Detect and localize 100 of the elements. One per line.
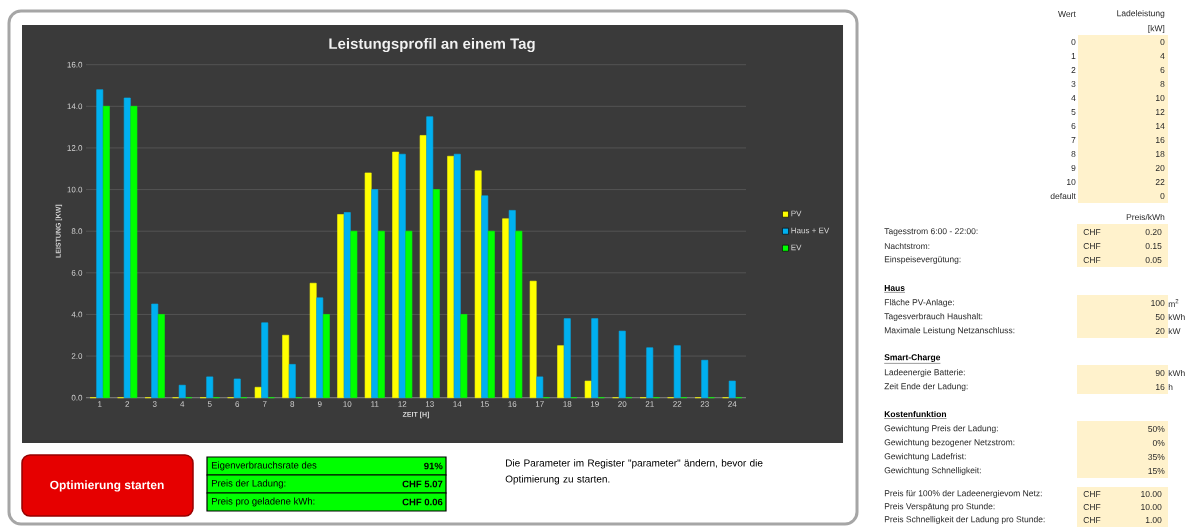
bar [130,106,138,398]
text: Preis der Ladung: [211,479,286,489]
text: 6 [1160,66,1165,73]
text: Preis Schnelligkeit der Ladung pro Stunde: [884,516,1045,524]
text: Smart-Charge [884,354,941,362]
bar [405,230,413,398]
text: 0 [1160,38,1165,45]
bar [364,172,372,398]
text: Gewichtung bezogener Netzstrom: [884,439,1015,447]
text: 16 [1156,383,1165,390]
text: Ladeleistung [1117,10,1165,18]
text: Zeit Ende der Ladung: [884,383,968,391]
y-tick-label: 10.0 [67,186,83,193]
bar [322,314,330,398]
x-tick-label: 17 [535,401,544,407]
x-tick-label: 12 [398,401,407,407]
text: 2 [1071,67,1076,73]
text: CHF [1083,256,1101,263]
text: Haus [884,285,905,291]
text: Nachtstrom: [884,242,930,250]
bar [584,380,592,398]
y-tick-label: 14.0 [67,103,83,110]
bar [350,230,358,398]
text: Maximale Leistung Netzanschluss: [884,327,1015,335]
x-tick-label: 11 [371,401,379,407]
bar [529,280,537,398]
text: 5 [1071,109,1076,115]
x-tick-label: 21 [645,401,654,407]
bar [261,322,269,398]
text: Die Parameter im Register "parameter" ändern, bevor die Optimierung zu starten. [505,459,763,485]
bar [254,386,262,398]
text: 1.00 [1145,516,1162,523]
text: 14 [1156,123,1165,129]
bar [508,210,516,398]
text: kW [1168,327,1181,335]
text: Tagesverbrauch Haushalt: [884,313,983,321]
text: 3 [1071,80,1076,87]
text: 0 [1071,38,1076,45]
x-tick-label: 10 [343,401,352,407]
y-tick-label: 0.0 [71,394,83,401]
text: CHF 5.07 [402,480,443,488]
x-tick-label: 24 [728,401,737,407]
bar [481,195,489,398]
y-tick-label: 2.0 [71,353,83,359]
x-tick-label: 1 [98,401,102,407]
bar [178,384,186,398]
text: Preis Verspätung pro Stunde: [884,503,995,511]
text: CHF [1083,490,1101,497]
bar [343,212,351,398]
bar [591,318,599,398]
x-tick-label: 13 [425,401,434,407]
text: 1 [1071,53,1076,59]
bar [557,345,565,398]
text: 10 [1067,178,1076,185]
x-tick-label: 7 [262,401,267,407]
x-tick-label: 19 [590,401,599,407]
text: Einspeisevergütung: [884,256,961,264]
bar [673,345,681,398]
legend-label: PV [791,210,802,217]
text: 50 [1155,313,1165,320]
x-tick-label: 3 [152,401,157,407]
text: Tagesstrom 6:00 - 22:00: [884,228,978,236]
bar [460,314,468,398]
text: 10.00 [1141,503,1162,510]
text: 90 [1155,369,1165,376]
text: [kW] [1148,25,1165,33]
text: 4 [1160,53,1165,59]
x-tick-label: 20 [618,401,627,407]
x-tick-label: 18 [563,401,572,407]
text: Ladeenergie Batterie: [884,369,965,377]
text: 0.20 [1145,228,1162,235]
bar [206,376,214,398]
bar [419,135,427,398]
text: 10.00 [1141,490,1162,497]
bar [371,189,379,398]
bar [487,230,495,398]
bar [453,153,461,398]
bar [288,364,296,398]
text: 0.15 [1145,242,1162,249]
bar [398,153,406,398]
text: CHF [1083,228,1101,235]
y-tick-label: 6.0 [71,269,83,276]
text: 0% [1152,439,1165,446]
x-tick-label: 23 [700,401,709,407]
bar [728,380,736,398]
bar [233,378,241,398]
bar [474,170,482,398]
text: Wert [1058,11,1076,17]
text: 22 [1155,179,1165,185]
text: 10 [1156,94,1165,101]
bar [563,318,571,398]
bar [701,359,709,398]
text: 12 [1156,109,1165,115]
text: 35% [1148,453,1165,460]
bar [96,89,104,398]
x-tick-label: 15 [480,401,489,407]
bar [337,214,345,398]
text: 50% [1148,425,1165,432]
x-tick-label: 2 [125,401,130,407]
text: 100 [1151,299,1165,306]
